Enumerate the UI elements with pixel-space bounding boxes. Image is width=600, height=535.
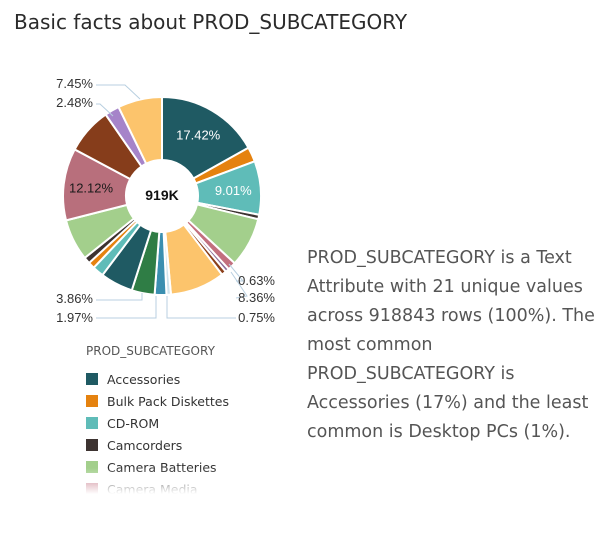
slice-label: 17.42% xyxy=(176,127,221,142)
legend-swatch xyxy=(86,373,98,385)
legend: PROD_SUBCATEGORY Accessories Bulk Pack Di… xyxy=(86,344,286,494)
slice-label: 9.01% xyxy=(215,183,252,198)
legend-swatch xyxy=(86,439,98,451)
donut-center-label: 919K xyxy=(145,187,178,203)
donut-chart: 17.42% 9.01% 8.36% 0.63% 0.75% 1.97% 3.86% 12.1… xyxy=(56,76,275,325)
donut-slice[interactable] xyxy=(117,95,163,165)
slice-label: 1.97% xyxy=(56,310,93,325)
leader-line xyxy=(166,296,236,319)
leader-line xyxy=(96,296,157,319)
legend-label: Bulk Pack Diskettes xyxy=(107,393,230,409)
slice-label: 7.45% xyxy=(56,76,93,91)
legend-item[interactable]: Camcorders xyxy=(86,434,286,456)
slice-label: 12.12% xyxy=(69,180,114,195)
slice-label: 8.36% xyxy=(238,290,275,305)
legend-label: Accessories xyxy=(107,371,181,387)
slice-label: 0.75% xyxy=(238,310,275,325)
slice-label: 0.63% xyxy=(238,273,275,288)
legend-item[interactable]: Accessories xyxy=(86,368,286,390)
donut-slices xyxy=(62,95,262,296)
legend-swatch xyxy=(86,417,98,429)
donut-slice[interactable] xyxy=(161,95,250,180)
leader-line xyxy=(96,103,114,117)
slice-labels: 17.42% 9.01% 8.36% 0.63% 0.75% 1.97% 3.86% 12.1… xyxy=(56,76,275,325)
legend-fade xyxy=(86,468,286,494)
leader-lines xyxy=(96,84,248,319)
slice-label: 3.86% xyxy=(56,291,93,306)
legend-swatch xyxy=(86,395,98,407)
summary-description: PROD_SUBCATEGORY is a Text Attribute wit… xyxy=(307,248,595,442)
leader-line xyxy=(230,271,248,299)
legend-label: CD-ROM xyxy=(107,415,160,431)
page-title: Basic facts about PROD_SUBCATEGORY xyxy=(14,10,408,34)
leader-line xyxy=(96,293,143,301)
legend-title: PROD_SUBCATEGORY xyxy=(86,344,215,358)
legend-label: Camcorders xyxy=(107,437,183,453)
leader-line xyxy=(96,84,141,100)
slice-label: 2.48% xyxy=(56,95,93,110)
legend-item[interactable]: CD-ROM xyxy=(86,412,286,434)
leader-line xyxy=(228,263,245,282)
legend-item[interactable]: Bulk Pack Diskettes xyxy=(86,390,286,412)
